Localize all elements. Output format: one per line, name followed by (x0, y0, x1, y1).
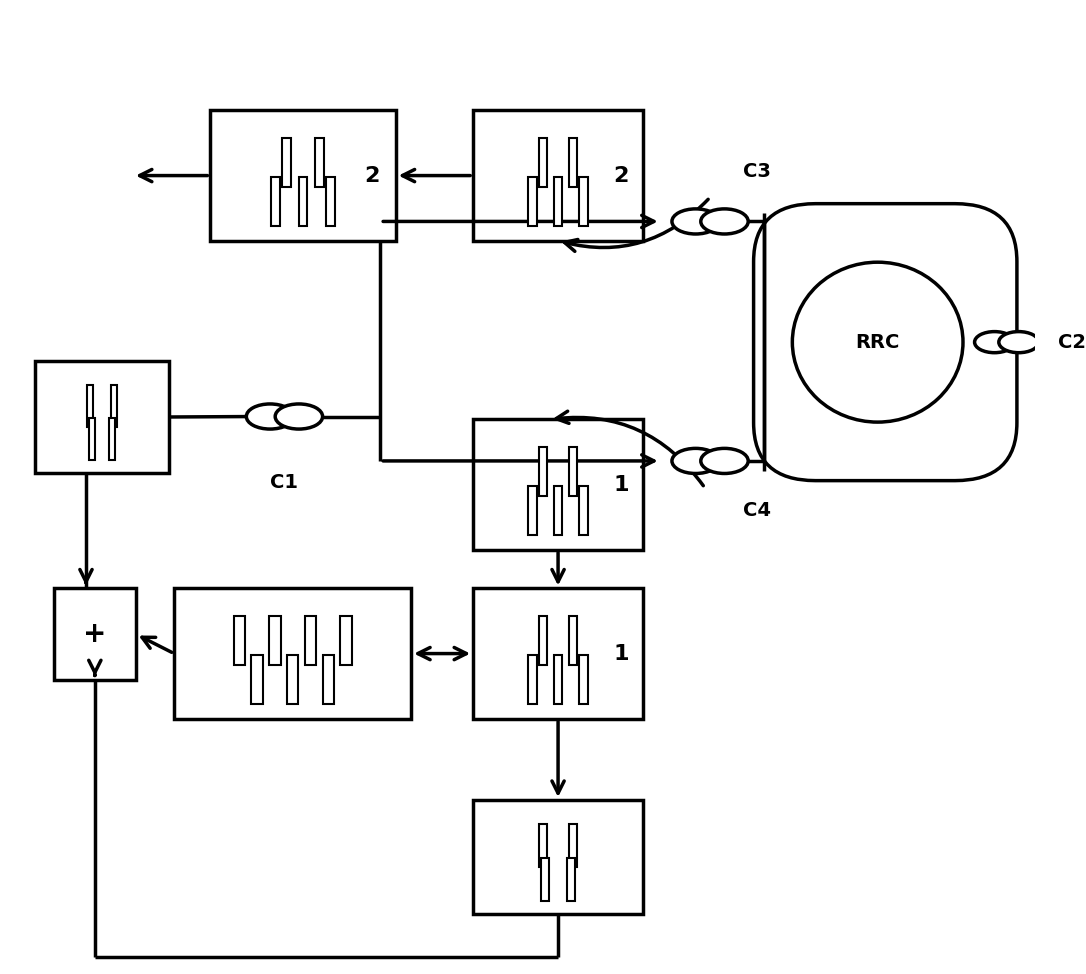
Bar (569, 447, 578, 497)
Bar (539, 447, 547, 497)
Text: RRC: RRC (856, 333, 900, 352)
Ellipse shape (974, 331, 1014, 353)
Text: C1: C1 (270, 472, 299, 492)
Text: 2: 2 (364, 166, 379, 186)
Bar (569, 824, 578, 867)
Bar (529, 655, 536, 704)
Bar (111, 385, 117, 427)
Bar (87, 385, 93, 427)
Ellipse shape (999, 331, 1038, 353)
Bar (554, 177, 563, 226)
Bar (473, 110, 643, 241)
Bar (580, 655, 588, 704)
Bar (580, 486, 588, 536)
Circle shape (793, 262, 963, 422)
Bar (554, 486, 563, 536)
Bar (233, 616, 245, 665)
Bar (252, 655, 263, 704)
Bar (270, 177, 279, 226)
Bar (554, 655, 563, 704)
Ellipse shape (275, 404, 323, 430)
Bar (53, 588, 136, 680)
Bar (89, 418, 96, 461)
Bar (539, 616, 547, 665)
Ellipse shape (672, 208, 719, 234)
Bar (567, 858, 574, 901)
Bar (109, 418, 115, 461)
Bar (327, 177, 336, 226)
Bar (287, 655, 299, 704)
Ellipse shape (700, 208, 748, 234)
Bar (569, 616, 578, 665)
Bar (541, 858, 550, 901)
Text: 1: 1 (614, 644, 629, 663)
Bar (473, 588, 643, 719)
Ellipse shape (700, 448, 748, 473)
Bar (305, 616, 316, 665)
Bar (174, 588, 412, 719)
Bar (340, 616, 352, 665)
Bar (299, 177, 307, 226)
Text: C2: C2 (1058, 333, 1086, 352)
Bar (539, 137, 547, 187)
Text: C3: C3 (743, 162, 771, 181)
Bar (473, 800, 643, 914)
Bar (580, 177, 588, 226)
Ellipse shape (672, 448, 719, 473)
Text: C4: C4 (743, 502, 771, 520)
Bar (529, 486, 536, 536)
Text: 1: 1 (614, 474, 629, 495)
Text: 2: 2 (614, 166, 629, 186)
Bar (323, 655, 334, 704)
Bar (35, 361, 169, 472)
Bar (211, 110, 395, 241)
Bar (473, 420, 643, 549)
Ellipse shape (247, 404, 293, 430)
Bar (269, 616, 280, 665)
Bar (539, 824, 547, 867)
Text: +: + (84, 620, 106, 649)
Bar (569, 137, 578, 187)
Bar (529, 177, 536, 226)
Bar (315, 137, 324, 187)
Bar (282, 137, 291, 187)
